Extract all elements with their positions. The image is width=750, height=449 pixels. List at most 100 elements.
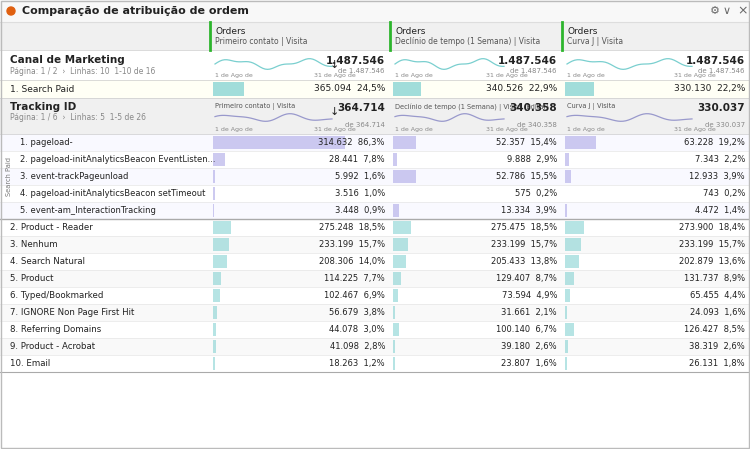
Text: 365.094  24,5%: 365.094 24,5%	[314, 84, 385, 93]
Bar	[565, 136, 596, 149]
Text: 275.475  18,5%: 275.475 18,5%	[490, 223, 557, 232]
Bar	[213, 272, 220, 285]
Text: 3.448  0,9%: 3.448 0,9%	[334, 206, 385, 215]
Text: 114.225  7,7%: 114.225 7,7%	[324, 274, 385, 283]
Text: 1.487.546: 1.487.546	[498, 56, 557, 66]
Bar	[0, 338, 750, 355]
Text: ↓: ↓	[330, 107, 339, 117]
Text: 31 de Ago de: 31 de Ago de	[674, 127, 716, 132]
Bar	[213, 357, 215, 370]
Text: Canal de Marketing: Canal de Marketing	[10, 55, 124, 65]
Text: 126.427  8,5%: 126.427 8,5%	[684, 325, 745, 334]
Text: 4. Search Natural: 4. Search Natural	[10, 257, 85, 266]
Text: 100.140  6,7%: 100.140 6,7%	[496, 325, 557, 334]
Bar	[213, 340, 216, 353]
Text: de 340.358: de 340.358	[518, 122, 557, 128]
Bar	[213, 306, 217, 319]
Bar	[565, 82, 594, 96]
Text: Página: 1 / 6  ›  Linhas: 5  1-5 de 26: Página: 1 / 6 › Linhas: 5 1-5 de 26	[10, 114, 146, 123]
Text: 9.888  2,9%: 9.888 2,9%	[507, 155, 557, 164]
Text: 131.737  8,9%: 131.737 8,9%	[684, 274, 745, 283]
Text: 28.441  7,8%: 28.441 7,8%	[329, 155, 385, 164]
Bar	[0, 287, 750, 304]
Text: 31 de Ago de: 31 de Ago de	[486, 74, 528, 79]
Text: 6. Typed/Bookmarked: 6. Typed/Bookmarked	[10, 291, 104, 300]
Bar	[565, 221, 584, 234]
Text: 73.594  4,9%: 73.594 4,9%	[502, 291, 557, 300]
Text: 1.487.546: 1.487.546	[326, 56, 385, 66]
Bar	[0, 219, 750, 236]
Text: 1 de Ago de: 1 de Ago de	[395, 127, 433, 132]
Text: 340.526  22,9%: 340.526 22,9%	[486, 84, 557, 93]
Text: 233.199  15,7%: 233.199 15,7%	[319, 240, 385, 249]
Text: 24.093  1,6%: 24.093 1,6%	[689, 308, 745, 317]
Text: 3.516  1,0%: 3.516 1,0%	[334, 189, 385, 198]
Text: 38.319  2,6%: 38.319 2,6%	[689, 342, 745, 351]
Text: de 330.037: de 330.037	[705, 122, 745, 128]
Text: 3. Nenhum: 3. Nenhum	[10, 240, 58, 249]
Bar	[213, 221, 231, 234]
Text: de 1.487.546: de 1.487.546	[511, 68, 557, 74]
Bar	[0, 80, 750, 98]
Text: de 1.487.546: de 1.487.546	[698, 68, 745, 74]
Text: 233.199  15,7%: 233.199 15,7%	[490, 240, 557, 249]
Text: 4.472  1,4%: 4.472 1,4%	[694, 206, 745, 215]
Text: ↓: ↓	[330, 60, 339, 70]
Text: 1 de Ago de: 1 de Ago de	[567, 127, 604, 132]
Bar	[0, 134, 750, 151]
Text: 5. Product: 5. Product	[10, 274, 53, 283]
Bar	[393, 323, 399, 336]
Text: 2. Product - Reader: 2. Product - Reader	[10, 223, 93, 232]
Text: Declínio de tempo (1 Semana) | Visita: Declínio de tempo (1 Semana) | Visita	[395, 36, 540, 45]
Bar	[213, 238, 229, 251]
Text: 129.407  8,7%: 129.407 8,7%	[496, 274, 557, 283]
Bar	[0, 355, 750, 372]
Bar	[393, 238, 408, 251]
Bar	[565, 238, 581, 251]
Bar	[393, 153, 398, 166]
Text: 39.180  2,6%: 39.180 2,6%	[501, 342, 557, 351]
Bar	[565, 306, 567, 319]
Bar	[213, 136, 345, 149]
Bar	[213, 289, 220, 302]
Text: 41.098  2,8%: 41.098 2,8%	[329, 342, 385, 351]
Text: 1. Search Paid: 1. Search Paid	[10, 84, 74, 93]
Text: Search Paid: Search Paid	[6, 157, 12, 196]
Text: ⚙: ⚙	[710, 6, 720, 16]
Text: 2. pageload-initAnalyticsBeacon EventListen...: 2. pageload-initAnalyticsBeacon EventLis…	[20, 155, 215, 164]
Text: 10. Email: 10. Email	[10, 359, 50, 368]
Bar	[393, 136, 416, 149]
Bar	[565, 357, 567, 370]
Bar	[213, 255, 226, 268]
Text: 202.879  13,6%: 202.879 13,6%	[679, 257, 745, 266]
Text: 7.343  2,2%: 7.343 2,2%	[694, 155, 745, 164]
Text: 12.933  3,9%: 12.933 3,9%	[689, 172, 745, 181]
Bar	[213, 82, 244, 96]
Bar	[0, 270, 750, 287]
Text: Página: 1 / 2  ›  Linhas: 10  1-10 de 16: Página: 1 / 2 › Linhas: 10 1-10 de 16	[10, 66, 155, 75]
Bar	[213, 153, 225, 166]
Bar	[565, 289, 569, 302]
Bar	[393, 306, 395, 319]
Bar	[0, 202, 750, 219]
Text: 63.228  19,2%: 63.228 19,2%	[684, 138, 745, 147]
Bar	[0, 253, 750, 270]
Bar	[0, 236, 750, 253]
Text: 1 de Ago de: 1 de Ago de	[567, 74, 604, 79]
Bar	[565, 255, 579, 268]
Text: 743  0,2%: 743 0,2%	[703, 189, 745, 198]
Text: ∨: ∨	[723, 6, 731, 16]
Bar	[0, 98, 750, 134]
Text: Primeiro contato | Visita: Primeiro contato | Visita	[215, 36, 308, 45]
Text: Curva J | Visita: Curva J | Visita	[567, 104, 615, 110]
Bar	[0, 321, 750, 338]
Bar	[213, 170, 215, 183]
Text: Declínio de tempo (1 Semana) | Visita (Editar): Declínio de tempo (1 Semana) | Visita (E…	[395, 103, 549, 111]
Bar	[213, 187, 214, 200]
Bar	[393, 272, 401, 285]
Bar	[0, 22, 750, 50]
Bar	[565, 204, 567, 217]
Text: 102.467  6,9%: 102.467 6,9%	[324, 291, 385, 300]
Bar	[565, 153, 568, 166]
Bar	[0, 168, 750, 185]
